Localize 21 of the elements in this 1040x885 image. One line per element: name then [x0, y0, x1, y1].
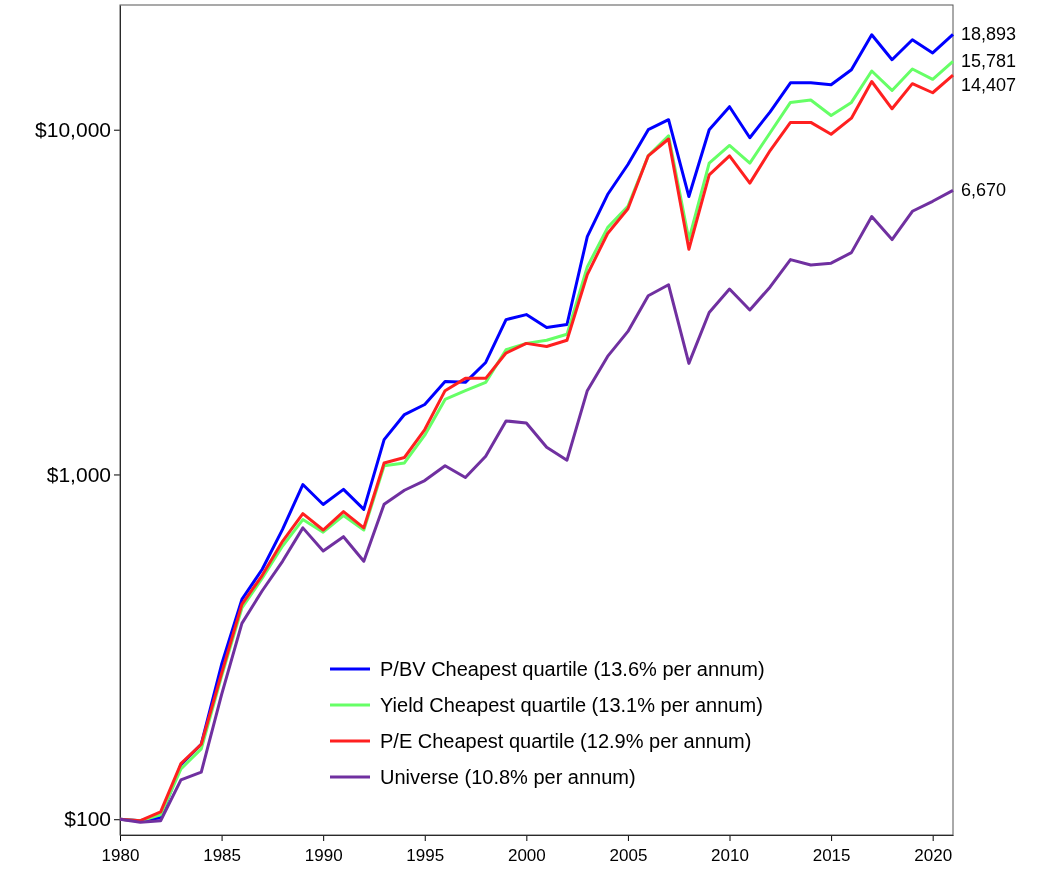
- data-label: 18,893: [961, 24, 1017, 45]
- legend-label: Universe (10.8% per annum): [380, 766, 636, 788]
- x-tick-label: 1985: [203, 846, 241, 865]
- x-tick-label: 2015: [812, 846, 851, 865]
- y-tick-label: $100: [64, 807, 111, 831]
- x-tick-label: 1980: [101, 846, 140, 865]
- y-tick-label: $1,000: [46, 462, 111, 486]
- line-series: [118, 188, 955, 824]
- data-label: 14,407: [961, 75, 1017, 96]
- x-tick-label: 1995: [406, 846, 445, 865]
- x-tick-label: 2005: [609, 846, 648, 865]
- legend-label: P/BV Cheapest quartile (13.6% per annum): [380, 658, 765, 680]
- x-tick-label: 2000: [507, 846, 546, 865]
- x-tick-label: 2010: [711, 846, 749, 865]
- x-tick-label: 2020: [914, 846, 953, 865]
- legend-label: P/E Cheapest quartile (12.9% per annum): [380, 730, 752, 752]
- data-label: 6,670: [961, 180, 1007, 201]
- y-tick-label: $10,000: [35, 117, 111, 141]
- data-label: 15,781: [961, 51, 1017, 72]
- legend-label: Yield Cheapest quartile (13.1% per annum): [380, 694, 763, 716]
- x-tick-label: 1990: [304, 846, 343, 865]
